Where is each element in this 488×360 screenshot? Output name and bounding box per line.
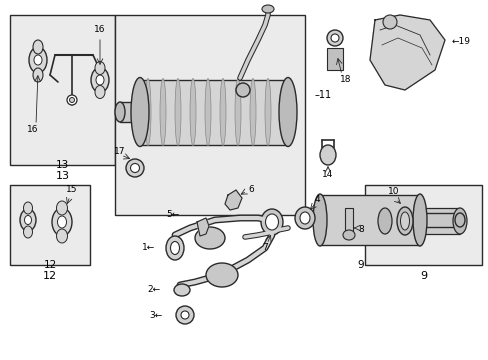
- Bar: [345, 208, 352, 236]
- Ellipse shape: [126, 159, 143, 177]
- Ellipse shape: [294, 207, 314, 229]
- Ellipse shape: [170, 242, 179, 255]
- Text: 13: 13: [55, 160, 68, 170]
- Text: 9: 9: [419, 271, 426, 281]
- Text: 4: 4: [314, 195, 320, 204]
- Ellipse shape: [174, 284, 190, 296]
- Ellipse shape: [52, 208, 72, 236]
- Bar: [319, 195, 419, 245]
- Bar: [419, 213, 459, 227]
- Ellipse shape: [342, 230, 354, 240]
- Ellipse shape: [262, 5, 273, 13]
- Bar: [326, 48, 342, 70]
- Ellipse shape: [33, 40, 43, 54]
- Ellipse shape: [299, 212, 309, 224]
- Ellipse shape: [69, 98, 74, 103]
- Ellipse shape: [454, 213, 464, 227]
- Ellipse shape: [236, 83, 249, 97]
- Text: 10: 10: [387, 187, 399, 196]
- Ellipse shape: [205, 263, 238, 287]
- Ellipse shape: [412, 194, 426, 246]
- Ellipse shape: [249, 78, 256, 145]
- Bar: [120, 102, 142, 122]
- Ellipse shape: [190, 78, 196, 145]
- Ellipse shape: [165, 236, 183, 260]
- Ellipse shape: [20, 209, 36, 231]
- Ellipse shape: [279, 77, 296, 147]
- Ellipse shape: [204, 78, 210, 145]
- Ellipse shape: [175, 78, 181, 145]
- Ellipse shape: [326, 30, 342, 46]
- Ellipse shape: [23, 226, 32, 238]
- Ellipse shape: [131, 77, 149, 147]
- Polygon shape: [369, 15, 444, 90]
- Ellipse shape: [57, 229, 67, 243]
- Ellipse shape: [319, 145, 335, 165]
- Ellipse shape: [96, 75, 104, 85]
- Ellipse shape: [58, 216, 66, 228]
- Text: 8: 8: [357, 225, 363, 234]
- Ellipse shape: [377, 208, 391, 234]
- Bar: [364, 185, 481, 265]
- Text: 12: 12: [43, 260, 57, 270]
- Ellipse shape: [452, 208, 466, 234]
- Text: 1←: 1←: [142, 243, 155, 252]
- Ellipse shape: [195, 227, 224, 249]
- Ellipse shape: [130, 163, 139, 172]
- Ellipse shape: [145, 78, 151, 145]
- Ellipse shape: [95, 62, 105, 75]
- Text: 3←: 3←: [149, 310, 163, 320]
- Text: 15: 15: [66, 185, 78, 194]
- Circle shape: [181, 311, 189, 319]
- Bar: [10, 185, 90, 265]
- Bar: [10, 15, 115, 165]
- Text: 17: 17: [114, 148, 125, 157]
- Text: 13: 13: [55, 171, 69, 181]
- Polygon shape: [224, 190, 242, 210]
- Ellipse shape: [34, 55, 42, 65]
- Text: 6: 6: [247, 185, 253, 194]
- Ellipse shape: [33, 68, 43, 82]
- Circle shape: [176, 306, 194, 324]
- Text: 16: 16: [27, 126, 39, 135]
- Ellipse shape: [57, 201, 67, 215]
- Ellipse shape: [264, 78, 270, 145]
- Ellipse shape: [95, 85, 105, 99]
- Text: 2←: 2←: [146, 285, 160, 294]
- Text: 7: 7: [262, 243, 267, 252]
- Ellipse shape: [235, 78, 241, 145]
- Bar: [115, 15, 305, 215]
- Text: ←19: ←19: [451, 37, 470, 46]
- Text: 12: 12: [43, 271, 57, 281]
- Ellipse shape: [312, 194, 326, 246]
- Text: 16: 16: [94, 26, 105, 35]
- Ellipse shape: [115, 102, 125, 122]
- Ellipse shape: [400, 212, 408, 230]
- Ellipse shape: [29, 47, 47, 73]
- Ellipse shape: [91, 68, 109, 93]
- Text: 5←: 5←: [166, 211, 180, 220]
- Ellipse shape: [265, 214, 278, 230]
- Bar: [140, 80, 287, 145]
- Text: –11: –11: [314, 90, 331, 100]
- Bar: [384, 208, 459, 234]
- Ellipse shape: [330, 34, 338, 42]
- Ellipse shape: [261, 209, 283, 235]
- Ellipse shape: [23, 202, 32, 214]
- Text: 9: 9: [357, 260, 364, 270]
- Ellipse shape: [67, 95, 77, 105]
- Ellipse shape: [396, 207, 412, 235]
- Ellipse shape: [160, 78, 165, 145]
- Text: 14: 14: [322, 171, 333, 180]
- Ellipse shape: [220, 78, 225, 145]
- Ellipse shape: [382, 15, 396, 29]
- Ellipse shape: [24, 216, 31, 225]
- Text: 18: 18: [339, 76, 351, 85]
- Polygon shape: [197, 218, 208, 236]
